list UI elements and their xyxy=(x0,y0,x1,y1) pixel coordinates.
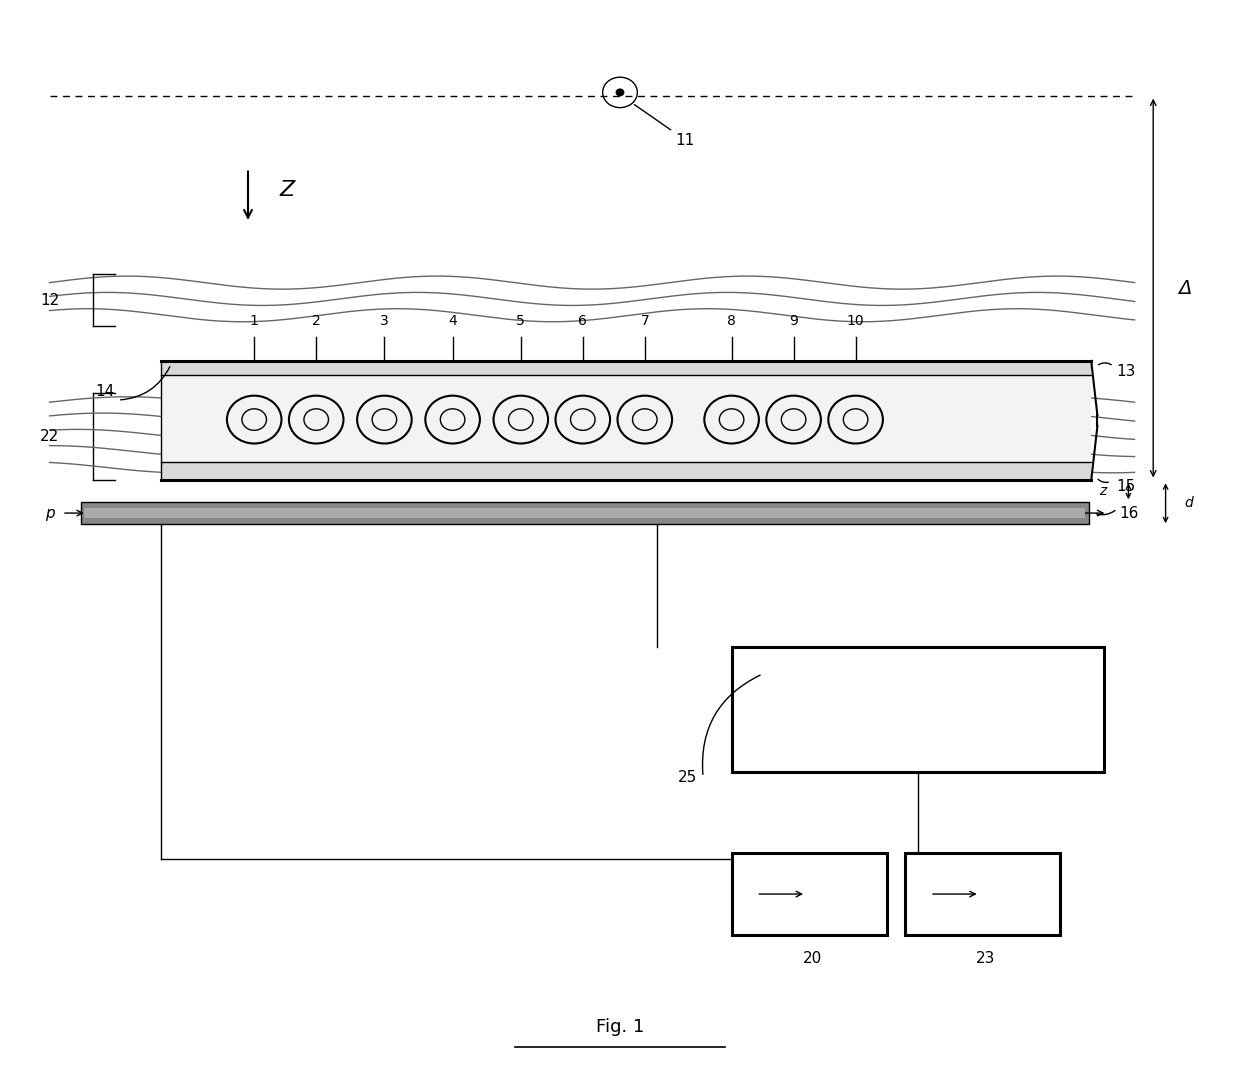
Bar xyxy=(161,462,1091,480)
Bar xyxy=(161,375,1091,462)
Text: p: p xyxy=(45,505,55,521)
Text: 5: 5 xyxy=(516,314,526,328)
Text: 8: 8 xyxy=(727,314,737,328)
Text: d: d xyxy=(1184,497,1193,510)
Text: 22: 22 xyxy=(40,429,60,445)
Text: 9: 9 xyxy=(789,314,799,328)
Text: 20: 20 xyxy=(802,951,822,966)
Circle shape xyxy=(616,89,624,96)
Bar xyxy=(161,361,1091,480)
Text: Z: Z xyxy=(279,180,294,200)
Text: z: z xyxy=(1099,485,1106,498)
Bar xyxy=(81,502,1089,524)
Text: 23: 23 xyxy=(976,951,996,966)
Bar xyxy=(732,853,887,935)
Text: 10: 10 xyxy=(847,314,864,328)
Text: 13: 13 xyxy=(1116,364,1136,379)
Text: 2: 2 xyxy=(311,314,321,328)
Text: 14: 14 xyxy=(95,384,115,399)
Text: 1: 1 xyxy=(249,314,259,328)
Bar xyxy=(161,361,1091,375)
Bar xyxy=(732,647,1104,772)
Text: 25: 25 xyxy=(677,770,697,785)
Text: 7: 7 xyxy=(640,314,650,328)
Text: 6: 6 xyxy=(578,314,588,328)
Text: Fig. 1: Fig. 1 xyxy=(595,1019,645,1036)
Bar xyxy=(84,508,1085,518)
Text: 16: 16 xyxy=(1120,505,1140,521)
Text: 3: 3 xyxy=(379,314,389,328)
Text: 11: 11 xyxy=(635,104,696,148)
Text: 15: 15 xyxy=(1116,479,1136,495)
Text: Δ: Δ xyxy=(1178,278,1192,298)
Text: 4: 4 xyxy=(448,314,458,328)
Bar xyxy=(905,853,1060,935)
Text: 12: 12 xyxy=(40,292,60,308)
